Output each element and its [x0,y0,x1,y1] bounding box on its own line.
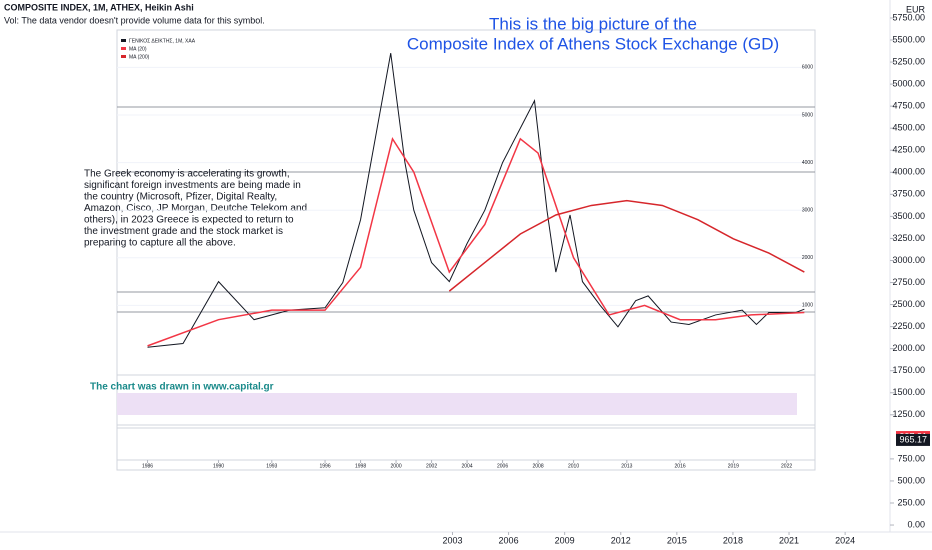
inner-x-tick-label: 2016 [675,463,686,469]
y-tick-label: 2750.00 [892,277,925,287]
vol-note: Vol: The data vendor doesn't provide vol… [4,15,265,25]
legend-swatch [121,55,126,58]
inner-y-tick-label: 2000 [802,255,813,261]
inner-y-tick-label: 6000 [802,65,813,71]
x-tick-label: 2021 [779,535,799,545]
y-tick-label: 1750.00 [892,365,925,375]
inner-x-tick-label: 2006 [497,463,508,469]
symbol: COMPOSITE INDEX, 1M, ATHEX, Heikin Ashi [4,2,194,12]
annotation-line: Amazon, Cisco, JP Morgan, Deutche Teleko… [84,203,307,214]
rsi-band [117,393,797,415]
x-tick-label: 2024 [835,535,855,545]
inner-x-tick-label: 2022 [781,463,792,469]
y-tick-label: 250.00 [897,497,925,507]
inner-x-tick-label: 2002 [426,463,437,469]
inner-y-tick-label: 3000 [802,208,813,214]
y-tick-label: 3750.00 [892,189,925,199]
y-tick-label: 5250.00 [892,56,925,66]
y-tick-label: 2500.00 [892,299,925,309]
y-tick-label: 4750.00 [892,101,925,111]
annotation-line: significant foreign investments are bein… [84,180,301,191]
inner-y-tick-label: 5000 [802,112,813,118]
y-tick-label: 5000.00 [892,78,925,88]
y-tick-label: 2250.00 [892,321,925,331]
y-tick-label: 3500.00 [892,211,925,221]
annotation-line: others), in 2023 Greece is expected to r… [84,215,294,226]
inner-x-tick-label: 2019 [728,463,739,469]
y-tick-label: 5750.00 [892,12,925,22]
legend-swatch [121,39,126,42]
annotation-line: the country (Microsoft, Pfizer, Digital … [84,192,277,203]
x-tick-label: 2012 [611,535,631,545]
x-tick-label: 2009 [555,535,575,545]
inner-x-tick-label: 1996 [319,463,330,469]
x-tick-label: 2018 [723,535,743,545]
y-tick-label: 2000.00 [892,343,925,353]
macd-pane [116,427,816,461]
x-tick-label: 2006 [499,535,519,545]
y-tick-label: 1500.00 [892,387,925,397]
legend-swatch [121,47,126,50]
credit: The chart was drawn in www.capital.gr [90,382,274,393]
inner-x-tick-label: 2010 [568,463,579,469]
y-tick-label: 5500.00 [892,34,925,44]
subtitle: Composite Index of Athens Stock Exchange… [407,34,779,53]
title: This is the big picture of the [489,14,697,33]
inner-x-tick-label: 2000 [390,463,401,469]
inner-x-tick-label: 2008 [533,463,544,469]
inner-x-tick-label: 1986 [142,463,153,469]
inner-y-tick-label: 4000 [802,160,813,166]
series-line [448,199,805,292]
inner-x-tick-label: 2013 [621,463,632,469]
currency: EUR [906,4,926,14]
price-tag-label: 965.17 [899,434,927,444]
series-line [147,53,805,348]
annotation-line: preparing to capture all the above. [84,238,236,249]
y-tick-label: 3000.00 [892,255,925,265]
inner-x-tick-label: 1990 [213,463,224,469]
y-tick-label: 1250.00 [892,409,925,419]
annotation-line: The Greek economy is accelerating its gr… [84,169,290,180]
x-tick-label: 2003 [442,535,462,545]
annotation-line: the investment grade and the stock marke… [84,226,283,237]
y-tick-label: 0.00 [907,519,925,529]
y-tick-label: 750.00 [897,453,925,463]
legend-label: ΓΕΝΙΚΟΣ ΔΕΙΚΤΗΣ, 1M, ΧΑΑ [129,38,196,44]
y-tick-label: 4000.00 [892,167,925,177]
legend-label: MA (20) [129,46,147,52]
x-tick-label: 2015 [667,535,687,545]
price-tag [896,433,930,446]
y-tick-label: 4500.00 [892,123,925,133]
y-tick-label: 500.00 [897,475,925,485]
inner-y-tick-label: 1000 [802,303,813,309]
y-tick-label: 4250.00 [892,145,925,155]
inner-x-tick-label: 1998 [355,463,366,469]
inner-x-tick-label: 2004 [462,463,473,469]
legend-label: MA (200) [129,54,150,60]
inner-x-tick-label: 1993 [266,463,277,469]
y-tick-label: 3250.00 [892,233,925,243]
series-line [147,136,805,347]
